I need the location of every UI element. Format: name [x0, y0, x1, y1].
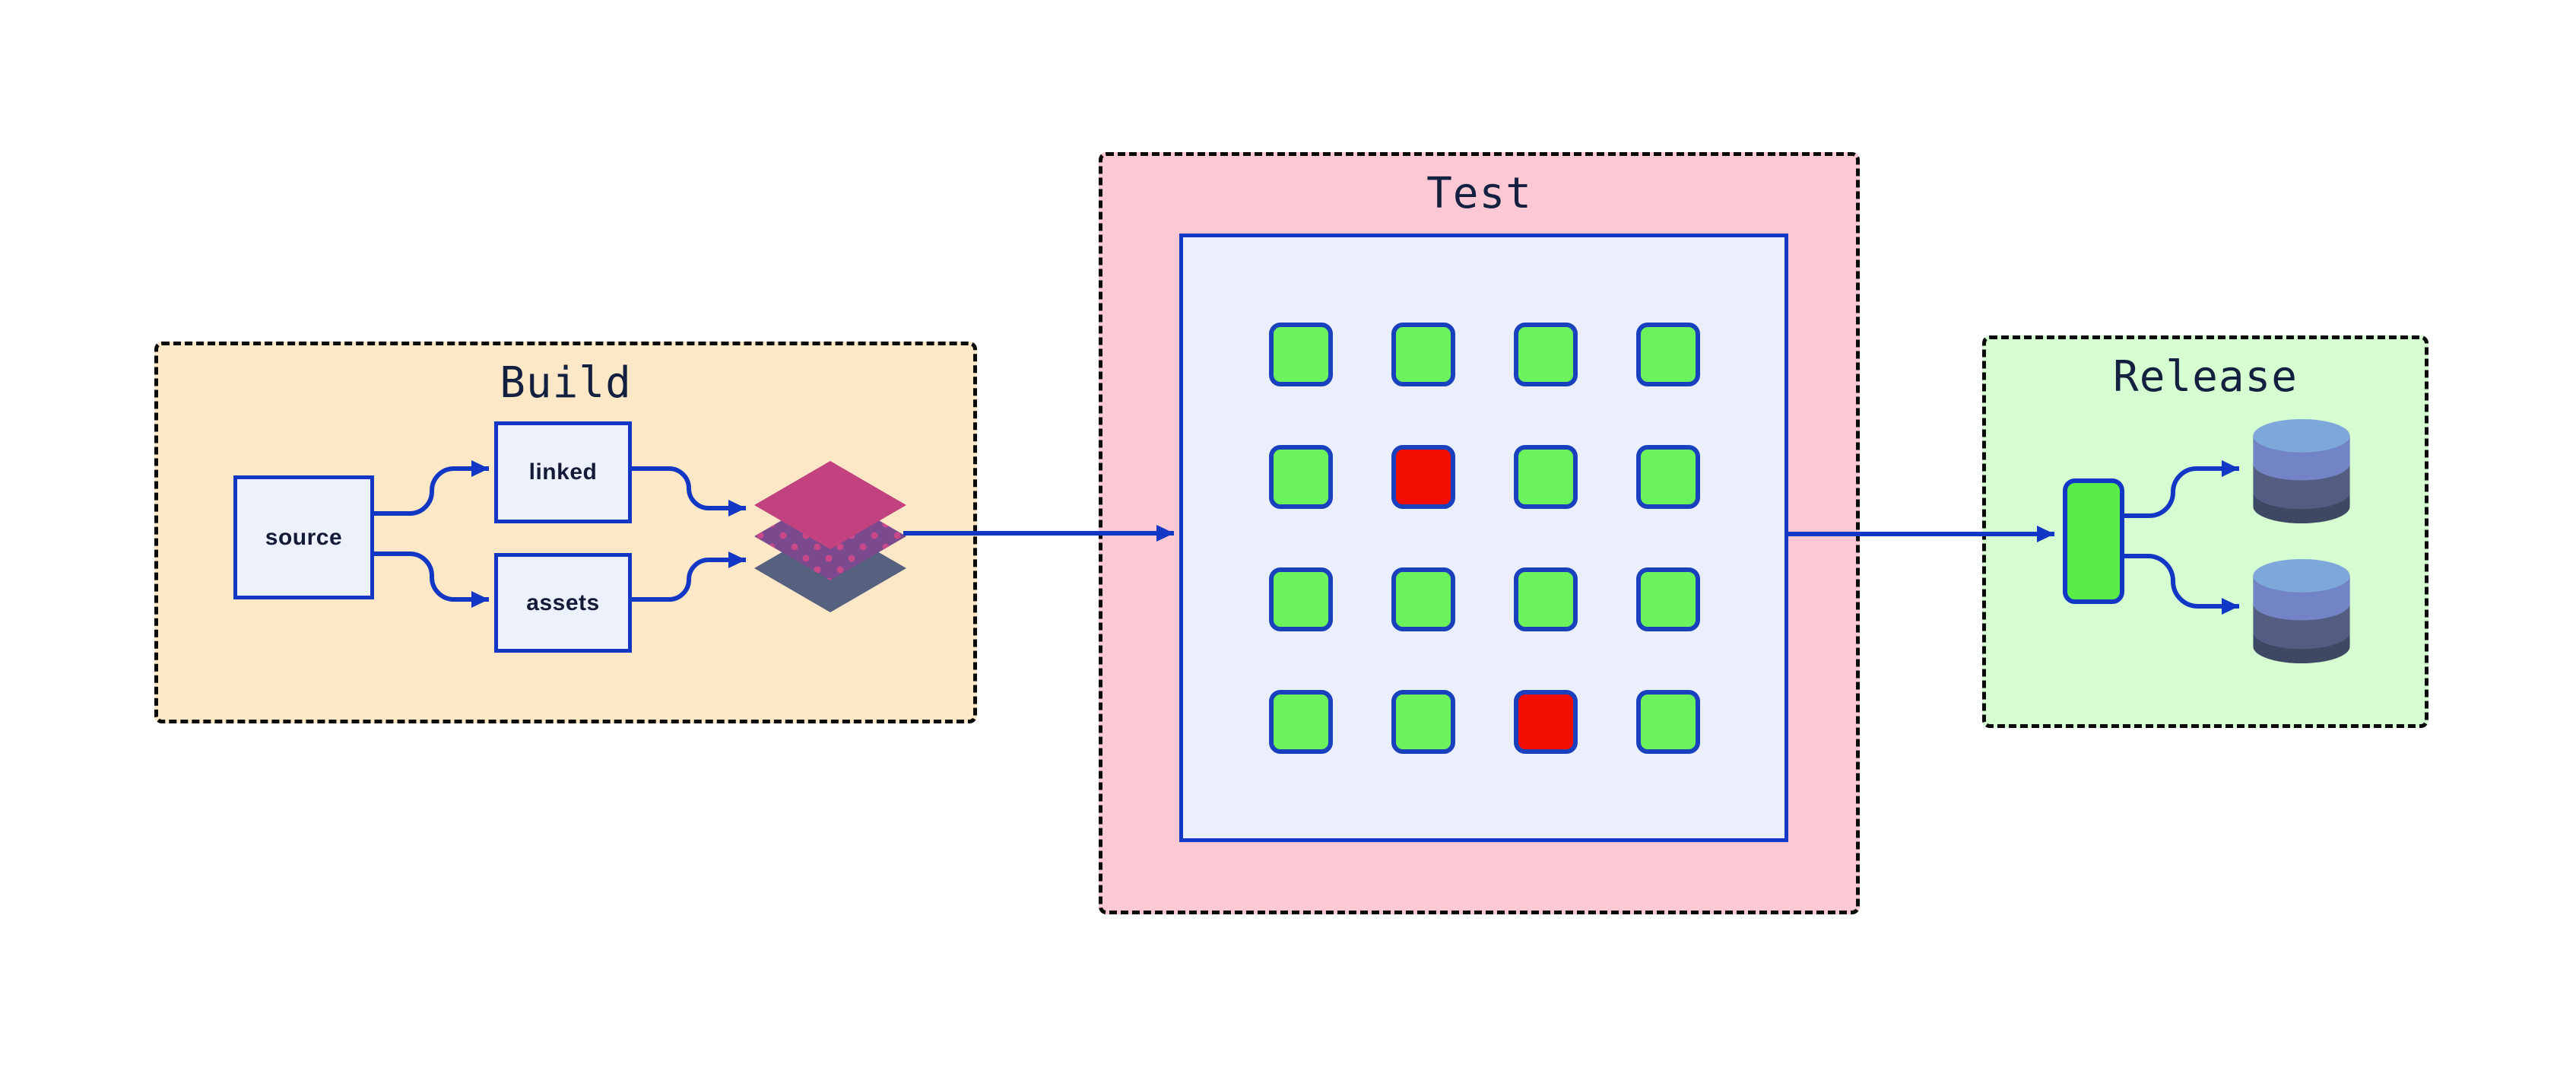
test-cell-pass	[1391, 567, 1455, 631]
layers-icon	[754, 461, 906, 612]
test-cell-pass	[1269, 323, 1333, 386]
release-section: Release	[1982, 335, 2428, 728]
test-cell-pass	[1269, 445, 1333, 509]
test-cell-pass	[1636, 690, 1700, 754]
package-icon	[2063, 478, 2124, 604]
test-grid	[1179, 234, 1788, 842]
database-icon	[2253, 558, 2350, 664]
test-section: Test	[1099, 152, 1860, 914]
node-assets: assets	[494, 553, 632, 653]
test-cell-pass	[1514, 323, 1578, 386]
test-cell-pass	[1514, 567, 1578, 631]
test-cell-pass	[1391, 690, 1455, 754]
node-assets-label: assets	[526, 590, 600, 615]
test-cell-pass	[1636, 445, 1700, 509]
node-source-label: source	[265, 524, 343, 550]
test-cell-pass	[1269, 567, 1333, 631]
test-cell-pass	[1636, 323, 1700, 386]
test-cell-pass	[1391, 323, 1455, 386]
node-linked: linked	[494, 421, 632, 523]
test-cell-pass	[1514, 445, 1578, 509]
test-cell-pass	[1269, 690, 1333, 754]
build-section-title: Build	[500, 358, 632, 408]
build-section: Build source linked assets	[154, 342, 977, 723]
node-source: source	[233, 475, 374, 599]
test-cell-fail	[1391, 445, 1455, 509]
test-cell-fail	[1514, 690, 1578, 754]
layer-top	[754, 461, 906, 549]
node-linked-label: linked	[528, 459, 598, 485]
release-section-title: Release	[2112, 352, 2298, 402]
test-cell-pass	[1636, 567, 1700, 631]
test-section-title: Test	[1426, 169, 1532, 218]
database-icon	[2253, 418, 2350, 524]
